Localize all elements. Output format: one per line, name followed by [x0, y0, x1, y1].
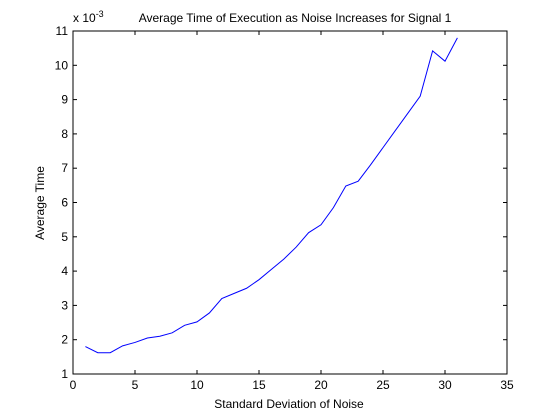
y-tick-label: 1 — [61, 367, 68, 381]
y-tick-label: 8 — [61, 127, 68, 141]
x-tick-label: 25 — [376, 378, 390, 392]
y-tick-label: 10 — [55, 58, 69, 72]
series-lines — [85, 37, 458, 354]
x-tick-label: 0 — [70, 378, 77, 392]
y-tick-label: 7 — [61, 161, 68, 175]
x-tick-label: 10 — [190, 378, 204, 392]
y-tick-label: 11 — [56, 24, 69, 38]
y-axis-label: Average Time — [33, 166, 47, 240]
series-line — [85, 37, 458, 354]
y-exponent-label: x 10-3 — [73, 9, 104, 25]
y-tick-label: 3 — [61, 298, 68, 312]
y-tick-label: 2 — [61, 333, 68, 347]
axis-ticks — [72, 30, 508, 375]
y-tick-label: 5 — [61, 230, 68, 244]
y-exponent-power: -3 — [96, 9, 104, 19]
x-tick-label: 30 — [438, 378, 452, 392]
x-tick-label: 35 — [500, 378, 514, 392]
y-tick-label: 6 — [61, 196, 68, 210]
chart-title: Average Time of Execution as Noise Incre… — [139, 11, 452, 25]
x-tick-label: 15 — [252, 378, 266, 392]
y-tick-label: 9 — [61, 93, 68, 107]
x-tick-labels: 0 5 10 15 20 25 30 35 — [70, 378, 514, 392]
y-tick-labels: 1 2 3 4 5 6 7 8 9 10 11 — [55, 24, 69, 381]
x-tick-label: 20 — [314, 378, 328, 392]
y-tick-label: 4 — [61, 264, 68, 278]
x-tick-label: 5 — [132, 378, 139, 392]
plot-area — [72, 30, 508, 375]
x-axis-label: Standard Deviation of Noise — [214, 397, 364, 411]
